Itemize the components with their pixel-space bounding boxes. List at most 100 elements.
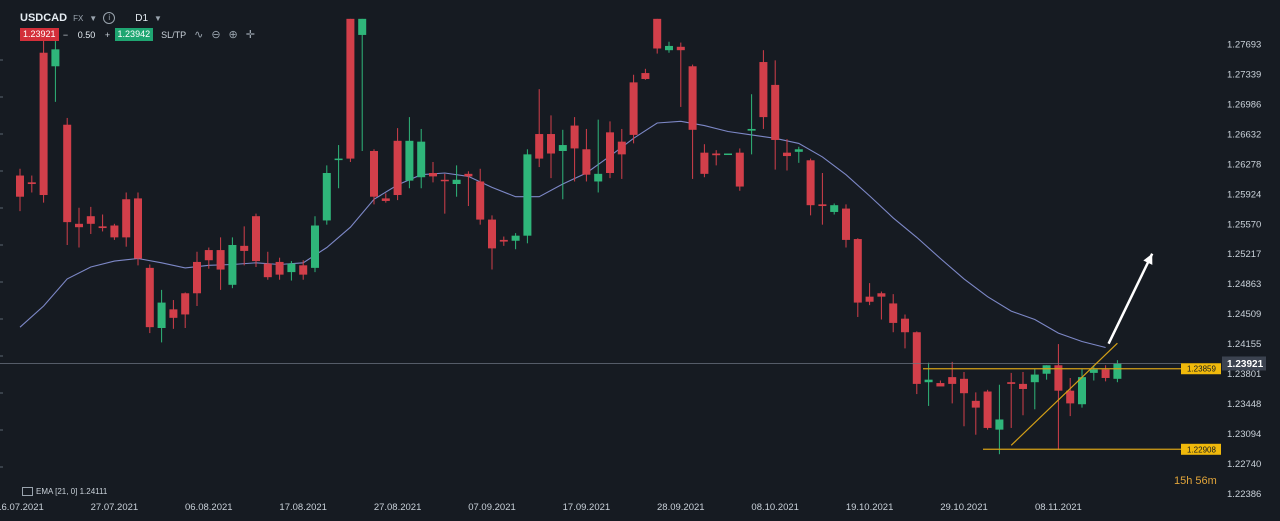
price-tick-label: 1.22386 bbox=[1227, 489, 1261, 500]
candle-body bbox=[995, 419, 1004, 430]
candle bbox=[370, 149, 378, 205]
candle bbox=[193, 251, 201, 306]
candle-body bbox=[724, 153, 732, 156]
candle-body bbox=[488, 219, 496, 249]
candle-body bbox=[429, 172, 437, 177]
candle-body bbox=[51, 49, 60, 67]
candle bbox=[216, 237, 225, 290]
candle-body bbox=[322, 172, 331, 221]
candle bbox=[617, 128, 626, 179]
candle bbox=[145, 264, 154, 334]
sell-price-button[interactable]: 1.23921 bbox=[20, 28, 59, 41]
candle-body bbox=[181, 293, 190, 315]
candle bbox=[488, 215, 496, 270]
candle-countdown: 15h 56m bbox=[1174, 475, 1217, 487]
zoom-out-icon[interactable]: ⊖ bbox=[211, 29, 221, 41]
candle-body bbox=[676, 46, 685, 51]
indicator-settings-icon[interactable] bbox=[22, 487, 33, 496]
zoom-in-icon[interactable]: ⊕ bbox=[228, 29, 238, 41]
trade-panel: 1.23921 − 0.50 + 1.23942 SL/TP ∿ ⊖ ⊕ ✛ bbox=[20, 28, 255, 41]
candle bbox=[110, 223, 119, 240]
candle bbox=[405, 117, 414, 189]
timeframe-label[interactable]: D1 bbox=[135, 12, 149, 24]
candle bbox=[594, 119, 603, 193]
crosshair-icon[interactable]: ✛ bbox=[245, 29, 255, 41]
candle-body bbox=[169, 309, 178, 318]
candle-body bbox=[558, 145, 567, 151]
candle bbox=[712, 150, 721, 166]
candle-body bbox=[499, 239, 508, 242]
candle bbox=[476, 168, 485, 225]
candle-body bbox=[405, 140, 414, 181]
candle bbox=[311, 216, 319, 273]
candle bbox=[299, 260, 308, 280]
candle bbox=[39, 40, 48, 203]
price-tick-label: 1.26632 bbox=[1227, 129, 1261, 140]
candle bbox=[724, 153, 732, 156]
candle bbox=[936, 380, 945, 387]
candle bbox=[818, 172, 827, 225]
candle-body bbox=[275, 261, 284, 275]
date-tick-label: 08.10.2021 bbox=[751, 502, 799, 513]
candle bbox=[535, 89, 544, 168]
candle-body bbox=[311, 225, 319, 268]
price-tick-label: 1.25217 bbox=[1227, 249, 1261, 260]
candle bbox=[381, 193, 390, 203]
candle bbox=[641, 68, 650, 80]
indicator-legend[interactable]: EMA [21, 0] 1.24111 bbox=[22, 487, 107, 496]
candle-body bbox=[1019, 383, 1027, 389]
candle bbox=[771, 60, 780, 170]
sltp-button[interactable]: SL/TP bbox=[161, 29, 187, 40]
candle-body bbox=[1066, 390, 1075, 404]
price-tick-label: 1.23448 bbox=[1227, 399, 1261, 410]
symbol-label[interactable]: USDCAD bbox=[20, 12, 68, 24]
candle bbox=[924, 362, 933, 406]
lot-decrease-button[interactable]: − bbox=[62, 29, 69, 40]
candle bbox=[393, 128, 402, 201]
candle-body bbox=[1089, 369, 1098, 373]
candle-body bbox=[806, 160, 815, 206]
time-axis[interactable]: 16.07.2021 27.07.2021 06.08.2021 17.08.2021… bbox=[0, 502, 1082, 513]
level-price-label: 1.22908 bbox=[1187, 445, 1216, 454]
lot-size-input[interactable]: 0.50 bbox=[77, 29, 96, 40]
candle bbox=[606, 121, 614, 179]
indicator-wave-icon[interactable]: ∿ bbox=[194, 29, 204, 41]
candle-body bbox=[86, 216, 95, 224]
candle bbox=[511, 233, 520, 250]
candle bbox=[1089, 365, 1098, 381]
candle bbox=[275, 257, 284, 280]
candle-body bbox=[240, 245, 249, 251]
candle bbox=[665, 41, 673, 53]
price-tick-label: 1.26278 bbox=[1227, 159, 1261, 170]
price-axis[interactable]: 1.27693 1.27339 1.26986 1.26632 1.26278 1.259… bbox=[1181, 0, 1280, 521]
candle bbox=[570, 117, 579, 182]
price-tick-label: 1.26986 bbox=[1227, 99, 1261, 110]
candle bbox=[901, 314, 909, 349]
trendline bbox=[1010, 342, 1118, 446]
buy-price-button[interactable]: 1.23942 bbox=[114, 28, 154, 41]
date-tick-label: 16.07.2021 bbox=[0, 502, 44, 513]
candle-body bbox=[653, 18, 662, 49]
candle bbox=[452, 165, 461, 197]
price-tick-label: 1.24863 bbox=[1227, 279, 1261, 290]
candle-body bbox=[901, 318, 909, 333]
price-tick-label: 1.24155 bbox=[1227, 339, 1261, 350]
candle-body bbox=[665, 45, 673, 51]
candle-body bbox=[830, 205, 839, 212]
candle-body bbox=[853, 239, 862, 303]
candle bbox=[700, 144, 709, 178]
chevron-down-icon[interactable]: ▼ bbox=[89, 13, 98, 23]
timeframe-chevron-down-icon[interactable]: ▼ bbox=[154, 13, 162, 23]
candle bbox=[547, 115, 555, 179]
candle bbox=[98, 214, 107, 232]
lot-increase-button[interactable]: + bbox=[104, 29, 111, 40]
date-tick-label: 17.08.2021 bbox=[279, 502, 327, 513]
candle bbox=[240, 226, 249, 266]
candle-body bbox=[641, 73, 650, 79]
candle bbox=[912, 331, 921, 395]
info-icon[interactable]: i bbox=[103, 12, 116, 24]
candle-body bbox=[263, 263, 272, 278]
candle bbox=[1066, 377, 1075, 417]
